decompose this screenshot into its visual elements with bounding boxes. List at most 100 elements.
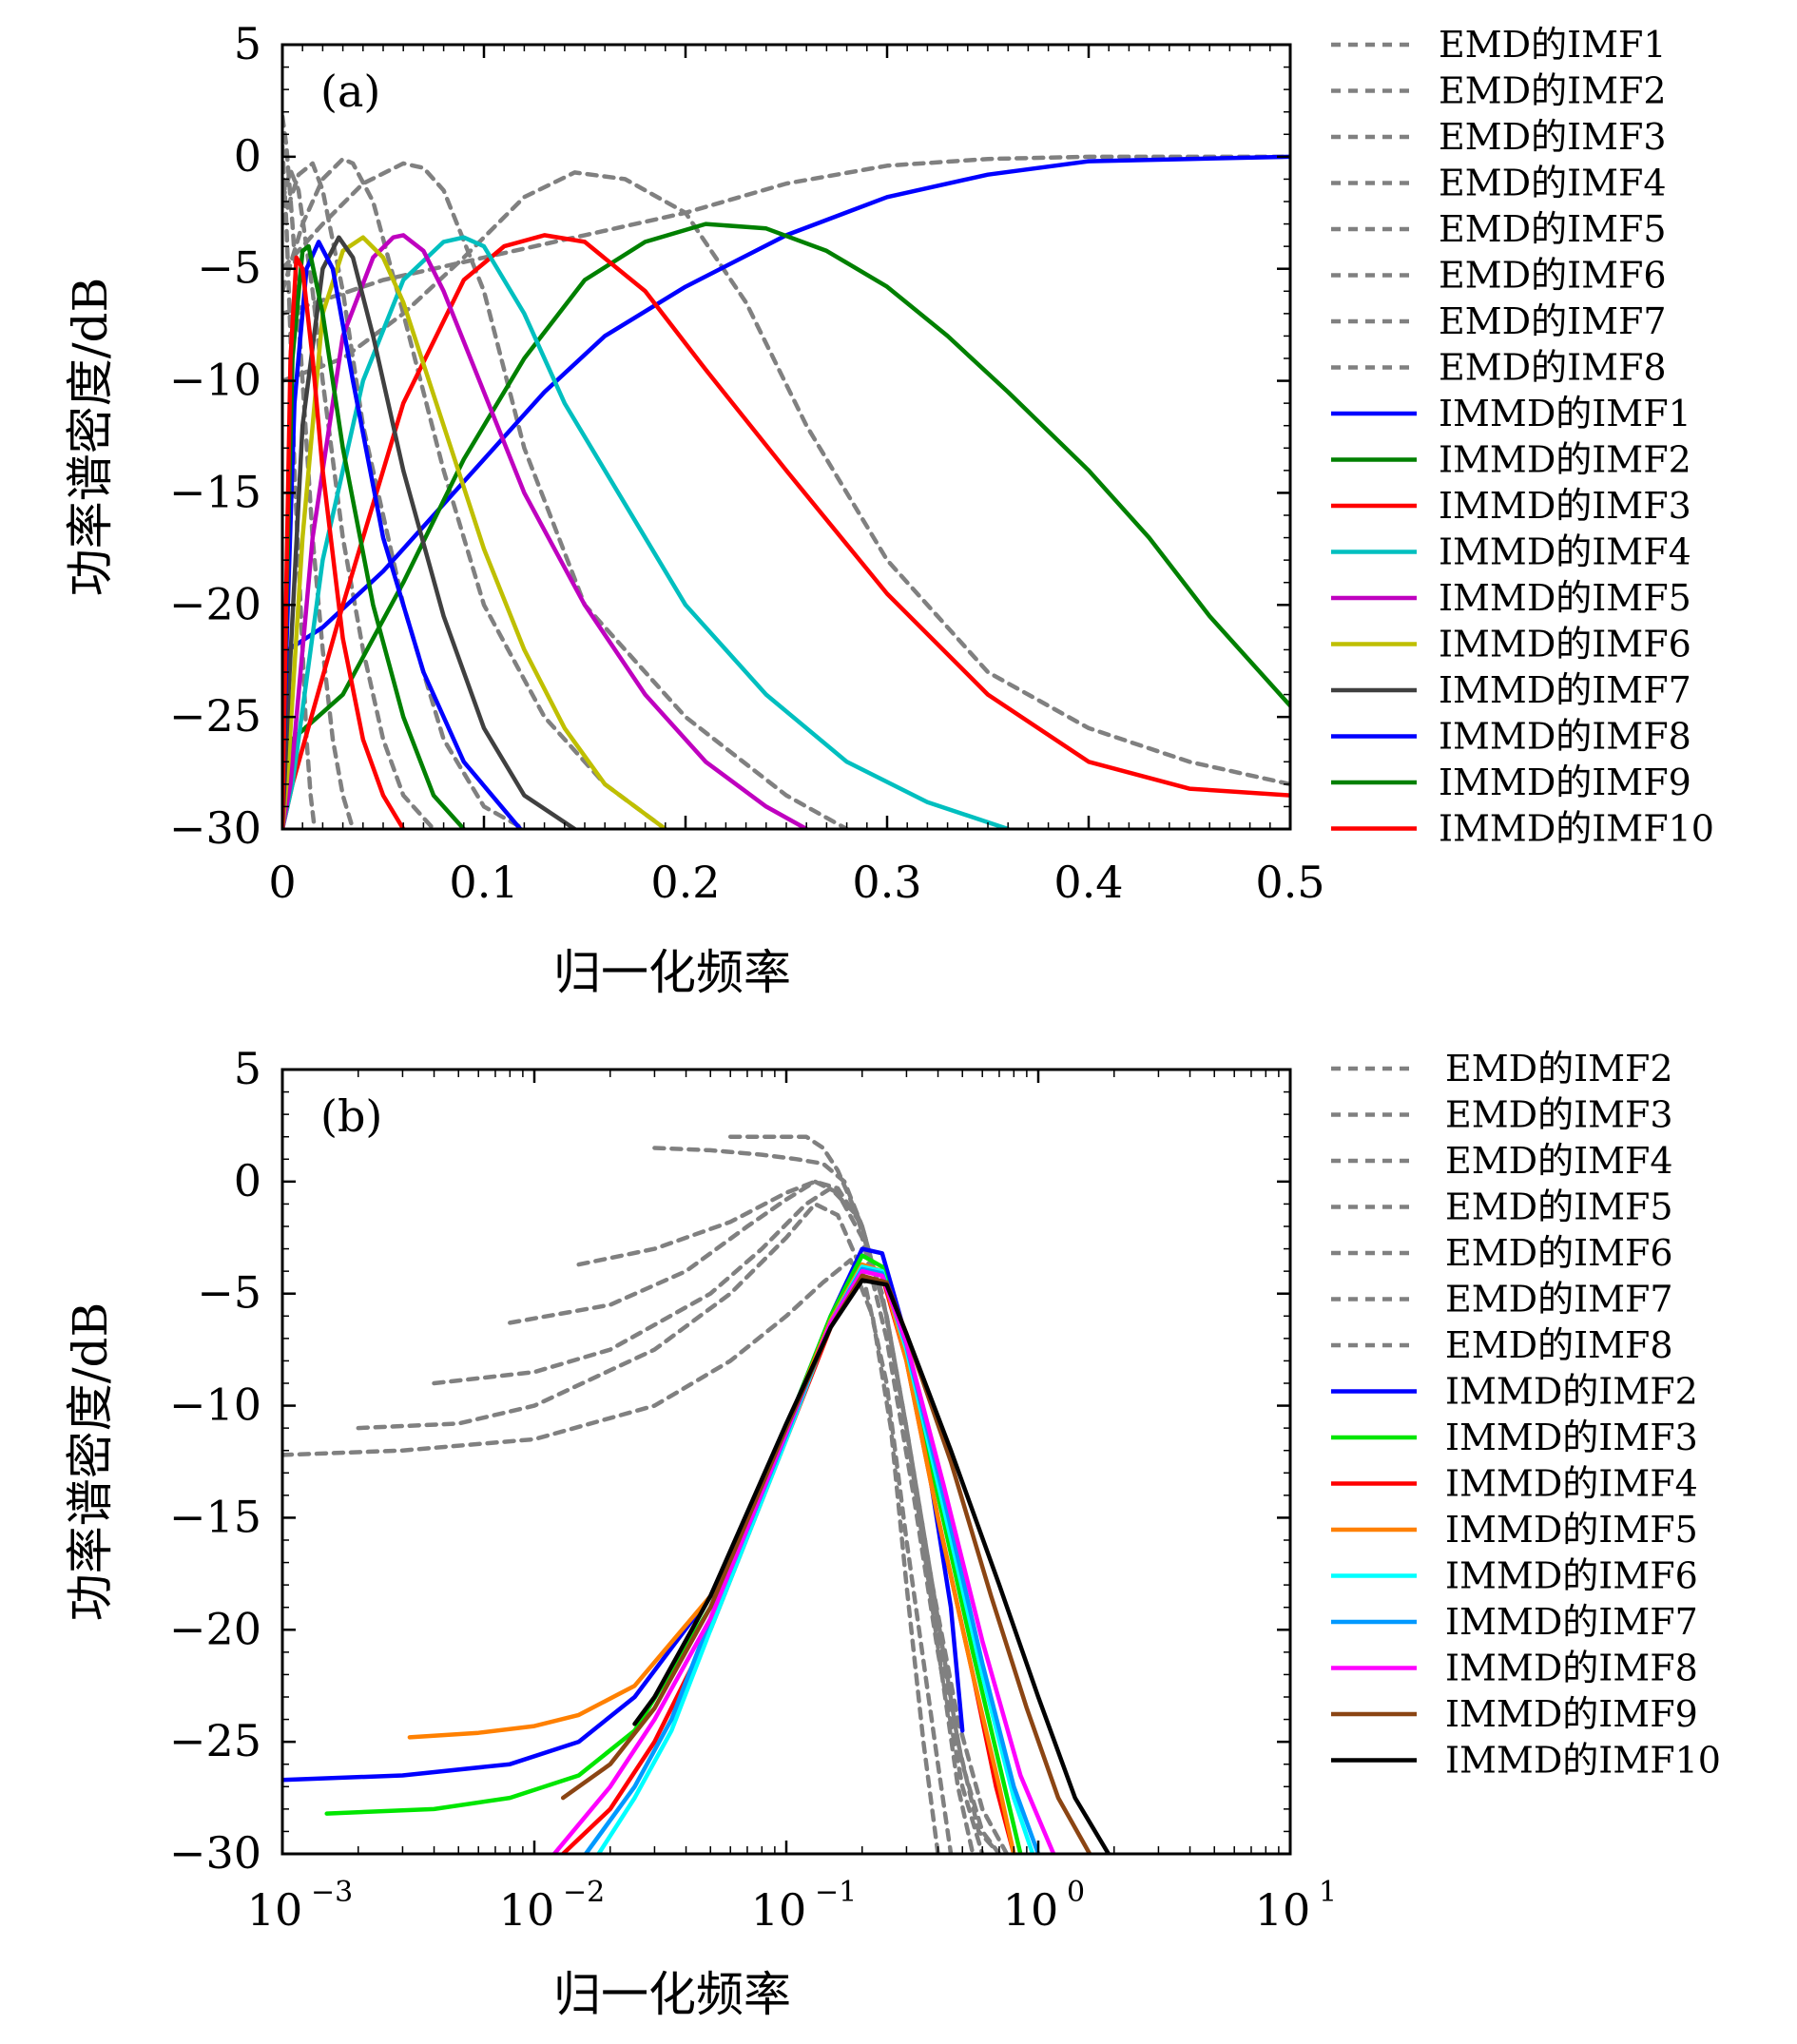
series-line-emd-5 (576, 1179, 1002, 1854)
x-tick-label: 0.1 (449, 857, 518, 908)
y-tick-label: −15 (169, 466, 261, 517)
x-tick-label: 10 (499, 1884, 555, 1936)
legend-label: IMMD的IMF10 (1445, 1740, 1721, 1782)
legend-label: IMMD的IMF1 (1439, 393, 1691, 434)
x-tick-label: 10 (1003, 1884, 1059, 1936)
x-tick-label: 0.4 (1053, 857, 1123, 908)
x-axis-title: 归一化频率 (553, 1967, 791, 2022)
series-line-immd-10 (282, 222, 1290, 829)
legend-label: EMD的IMF7 (1439, 300, 1667, 342)
legend-label: IMMD的IMF2 (1445, 1371, 1698, 1413)
series-line-immd-15 (282, 235, 577, 829)
series-line-emd-6 (282, 167, 436, 829)
legend-label: EMD的IMF3 (1445, 1094, 1673, 1136)
x-tick-exponent: 1 (1319, 1876, 1337, 1909)
legend-label: EMD的IMF4 (1439, 163, 1667, 204)
legend-label: IMMD的IMF10 (1439, 808, 1714, 850)
legend-label: EMD的IMF2 (1439, 70, 1667, 112)
y-tick-label: −5 (197, 1267, 261, 1319)
x-tick-label: 10 (1255, 1884, 1311, 1936)
chart-panel-a: 50−5−10−15−20−25−300 0.1 0.2 0.3 0.4 0.5(a)归一… (63, 18, 1714, 1000)
y-tick-label: −10 (169, 1379, 261, 1431)
legend-label: IMMD的IMF8 (1439, 716, 1691, 758)
y-tick-label: 5 (234, 18, 261, 69)
y-tick-label: −25 (169, 1715, 261, 1766)
series-line-immd-14 (282, 235, 668, 829)
y-tick-label: −20 (169, 578, 261, 629)
panel-label: (b) (320, 1090, 382, 1142)
x-tick-exponent: 0 (1067, 1876, 1085, 1909)
series-line-emd-1 (282, 154, 1290, 317)
legend-label: EMD的IMF7 (1445, 1279, 1673, 1321)
legend-label: IMMD的IMF8 (1445, 1648, 1698, 1689)
legend-label: IMMD的IMF9 (1439, 762, 1691, 803)
legend-label: IMMD的IMF9 (1445, 1693, 1698, 1735)
legend-label: IMMD的IMF2 (1439, 439, 1691, 481)
legend-label: EMD的IMF6 (1439, 255, 1667, 297)
y-axis-title: 功率谱密度/dB (63, 1302, 118, 1622)
y-tick-label: 5 (234, 1043, 261, 1094)
panel-label: (a) (320, 66, 380, 117)
series-line-emd-4 (508, 1179, 985, 1854)
series-line-immd-15 (560, 1273, 1092, 1854)
legend-label: IMMD的IMF5 (1439, 577, 1691, 619)
x-tick-label: 10 (751, 1884, 807, 1936)
y-tick-label: −30 (169, 1827, 261, 1879)
y-tick-label: 0 (234, 1155, 261, 1206)
legend-label: EMD的IMF6 (1445, 1232, 1673, 1274)
legend-label: IMMD的IMF4 (1445, 1463, 1698, 1505)
legend-label: IMMD的IMF3 (1445, 1417, 1698, 1458)
legend-label: IMMD的IMF6 (1445, 1555, 1698, 1597)
series-group (282, 1134, 1111, 1854)
x-tick-label: 0 (268, 857, 296, 908)
series-line-immd-18 (282, 255, 406, 829)
series-line-immd-12 (282, 235, 1011, 829)
legend-label: IMMD的IMF7 (1439, 669, 1691, 711)
x-tick-exponent: −3 (311, 1876, 353, 1909)
series-line-immd-8 (282, 1246, 965, 1783)
x-tick-exponent: −2 (563, 1876, 605, 1909)
series-line-immd-13 (583, 1266, 1041, 1854)
series-line-emd-2 (282, 170, 1290, 787)
x-tick-label: 0.2 (650, 857, 720, 908)
y-tick-label: −5 (197, 242, 261, 294)
x-tick-label: 10 (247, 1884, 303, 1936)
legend-label: IMMD的IMF7 (1445, 1601, 1698, 1643)
y-axis-title: 功率谱密度/dB (63, 278, 118, 597)
legend-label: EMD的IMF2 (1445, 1048, 1673, 1089)
legend: EMD的IMF2 EMD的IMF3EMD的IMF4EMD的IMF5EMD的IMF6… (1331, 1048, 1721, 1782)
legend-label: EMD的IMF4 (1445, 1140, 1673, 1182)
series-line-emd-1 (282, 1258, 940, 1854)
series-line-emd-7 (282, 114, 356, 829)
series-line-emd-6 (652, 1146, 1002, 1854)
series-line-emd-3 (282, 161, 849, 829)
y-tick-label: −25 (169, 690, 261, 742)
y-tick-label: −30 (169, 802, 261, 854)
series-line-immd-14 (551, 1268, 1056, 1854)
legend-label: EMD的IMF5 (1445, 1186, 1673, 1228)
series-line-emd-5 (282, 161, 527, 829)
legend-label: EMD的IMF3 (1439, 116, 1667, 158)
y-tick-label: −20 (169, 1603, 261, 1654)
series-line-immd-11 (282, 233, 1290, 829)
x-axis-title: 归一化频率 (553, 945, 791, 1000)
legend-label: IMMD的IMF5 (1445, 1509, 1698, 1551)
legend-label: EMD的IMF1 (1439, 24, 1667, 66)
x-tick-exponent: −1 (815, 1876, 857, 1909)
legend-label: EMD的IMF5 (1439, 208, 1667, 250)
y-tick-label: −10 (169, 355, 261, 406)
legend-label: IMMD的IMF6 (1439, 624, 1691, 665)
legend-label: EMD的IMF8 (1439, 347, 1667, 389)
series-line-immd-9 (324, 1253, 1023, 1854)
x-tick-label: 0.5 (1255, 857, 1324, 908)
series-group (282, 114, 1290, 829)
series-line-immd-12 (596, 1264, 1035, 1854)
series-line-immd-16 (282, 240, 523, 829)
legend-label: IMMD的IMF3 (1439, 485, 1691, 527)
series-line-emd-2 (356, 1202, 954, 1854)
y-tick-label: −15 (169, 1491, 261, 1542)
series-line-immd-16 (632, 1278, 1111, 1854)
